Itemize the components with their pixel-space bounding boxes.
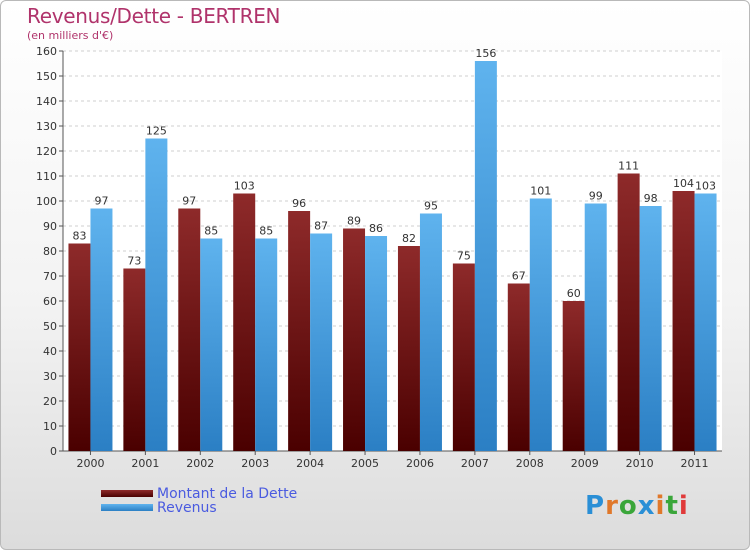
bar-debt bbox=[343, 228, 366, 451]
data-label-revenus: 99 bbox=[589, 190, 603, 203]
logo-letter: P bbox=[585, 491, 606, 521]
proxiti-logo: Proxiti bbox=[585, 491, 689, 521]
y-tick-label: 100 bbox=[36, 195, 57, 208]
bar-revenus bbox=[255, 238, 278, 451]
data-label-revenus: 125 bbox=[146, 125, 167, 138]
data-label-revenus: 101 bbox=[530, 185, 551, 198]
x-tick-label: 2001 bbox=[131, 457, 159, 470]
y-tick-label: 130 bbox=[36, 120, 57, 133]
bar-debt bbox=[452, 263, 475, 451]
y-tick-label: 120 bbox=[36, 145, 57, 158]
chart-subtitle: (en milliers d'€) bbox=[27, 29, 114, 42]
y-tick-label: 140 bbox=[36, 95, 57, 108]
data-label-revenus: 97 bbox=[94, 195, 108, 208]
y-tick-label: 30 bbox=[43, 370, 57, 383]
logo-letter: t bbox=[665, 491, 679, 521]
data-label-revenus: 86 bbox=[369, 222, 383, 235]
legend-swatch-debt bbox=[101, 490, 153, 497]
bar-revenus bbox=[365, 236, 388, 451]
bar-revenus bbox=[639, 206, 662, 451]
x-tick-label: 2003 bbox=[241, 457, 269, 470]
data-label-debt: 73 bbox=[127, 255, 141, 268]
data-label-revenus: 103 bbox=[695, 180, 716, 193]
y-tick-label: 150 bbox=[36, 70, 57, 83]
bar-revenus bbox=[310, 233, 333, 451]
x-tick-label: 2004 bbox=[296, 457, 324, 470]
x-tick-label: 2005 bbox=[351, 457, 379, 470]
bar-debt bbox=[288, 211, 311, 451]
bar-revenus bbox=[419, 213, 442, 451]
data-label-debt: 96 bbox=[292, 197, 306, 210]
x-tick-label: 2000 bbox=[76, 457, 104, 470]
data-label-debt: 82 bbox=[402, 232, 416, 245]
logo-letter: i bbox=[655, 491, 666, 521]
x-tick-label: 2011 bbox=[681, 457, 709, 470]
data-label-debt: 67 bbox=[512, 270, 526, 283]
logo-letter: r bbox=[605, 491, 619, 521]
legend-swatch-revenus bbox=[101, 504, 153, 511]
y-tick-label: 70 bbox=[43, 270, 57, 283]
y-tick-label: 20 bbox=[43, 395, 57, 408]
bar-revenus bbox=[474, 61, 497, 451]
data-label-revenus: 85 bbox=[204, 225, 218, 238]
data-label-revenus: 156 bbox=[475, 47, 496, 60]
data-label-revenus: 85 bbox=[259, 225, 273, 238]
logo-letter: o bbox=[618, 491, 638, 521]
data-label-debt: 89 bbox=[347, 215, 361, 228]
bar-revenus bbox=[145, 138, 168, 451]
logo-letter: x bbox=[637, 491, 656, 521]
bar-revenus bbox=[90, 208, 113, 451]
bar-debt bbox=[178, 208, 201, 451]
data-label-revenus: 87 bbox=[314, 220, 328, 233]
y-tick-label: 90 bbox=[43, 220, 57, 233]
bar-revenus bbox=[584, 203, 607, 451]
bar-revenus bbox=[529, 198, 552, 451]
y-tick-label: 160 bbox=[36, 45, 57, 58]
y-tick-label: 110 bbox=[36, 170, 57, 183]
legend-label-revenus: Revenus bbox=[157, 500, 217, 516]
data-label-debt: 104 bbox=[673, 177, 694, 190]
bar-debt bbox=[397, 246, 420, 451]
x-tick-label: 2008 bbox=[516, 457, 544, 470]
x-tick-label: 2009 bbox=[571, 457, 599, 470]
y-tick-label: 60 bbox=[43, 295, 57, 308]
chart-title: Revenus/Dette - BERTREN bbox=[27, 4, 281, 28]
data-label-revenus: 95 bbox=[424, 200, 438, 213]
bar-debt bbox=[562, 301, 585, 451]
x-tick-label: 2006 bbox=[406, 457, 434, 470]
data-label-debt: 60 bbox=[567, 287, 581, 300]
data-label-debt: 111 bbox=[618, 160, 639, 173]
y-tick-label: 80 bbox=[43, 245, 57, 258]
data-label-debt: 103 bbox=[234, 180, 255, 193]
bar-debt bbox=[123, 268, 146, 451]
bar-revenus bbox=[200, 238, 223, 451]
y-tick-label: 10 bbox=[43, 420, 57, 433]
bar-debt bbox=[672, 191, 695, 451]
x-tick-label: 2007 bbox=[461, 457, 489, 470]
data-label-debt: 97 bbox=[182, 195, 196, 208]
logo-letter: i bbox=[678, 491, 689, 521]
bar-debt bbox=[617, 173, 640, 451]
bar-revenus bbox=[694, 193, 717, 451]
bar-debt bbox=[233, 193, 256, 451]
x-tick-label: 2010 bbox=[626, 457, 654, 470]
bar-debt bbox=[507, 283, 530, 451]
x-tick-label: 2002 bbox=[186, 457, 214, 470]
bar-debt bbox=[68, 243, 91, 451]
data-label-revenus: 98 bbox=[644, 192, 658, 205]
data-label-debt: 83 bbox=[72, 230, 86, 243]
data-label-debt: 75 bbox=[457, 250, 471, 263]
y-tick-label: 0 bbox=[50, 445, 57, 458]
legend-label-debt: Montant de la Dette bbox=[157, 486, 298, 502]
y-tick-label: 50 bbox=[43, 320, 57, 333]
y-tick-label: 40 bbox=[43, 345, 57, 358]
